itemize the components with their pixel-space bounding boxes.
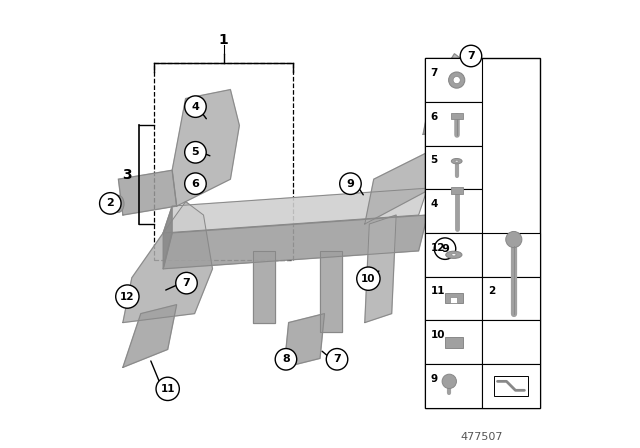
Text: 12: 12 — [431, 242, 445, 253]
Bar — [425, 58, 483, 102]
Bar — [425, 102, 483, 146]
Bar — [483, 233, 540, 277]
Text: 3: 3 — [122, 168, 132, 182]
Text: 4: 4 — [191, 102, 200, 112]
Bar — [451, 113, 463, 119]
Polygon shape — [163, 188, 428, 233]
Text: 10: 10 — [431, 330, 445, 340]
Ellipse shape — [113, 195, 124, 212]
Text: 477507: 477507 — [460, 432, 502, 442]
Polygon shape — [163, 215, 428, 269]
Circle shape — [453, 77, 460, 84]
Circle shape — [356, 267, 380, 290]
Bar — [451, 297, 458, 303]
Polygon shape — [284, 314, 324, 367]
Circle shape — [460, 45, 482, 67]
Circle shape — [442, 374, 456, 388]
Polygon shape — [163, 206, 172, 269]
Bar — [445, 337, 463, 348]
Bar — [425, 364, 483, 408]
Circle shape — [100, 193, 121, 214]
Bar — [425, 233, 483, 277]
Text: 7: 7 — [431, 68, 438, 78]
Circle shape — [185, 173, 206, 194]
Bar — [425, 58, 540, 408]
Circle shape — [506, 232, 522, 248]
Text: 11: 11 — [161, 384, 175, 394]
Polygon shape — [123, 305, 177, 367]
Circle shape — [185, 96, 206, 117]
Text: 2: 2 — [106, 198, 114, 208]
Polygon shape — [365, 215, 396, 323]
Text: 4: 4 — [431, 199, 438, 209]
Polygon shape — [118, 170, 177, 215]
Bar — [445, 293, 463, 303]
Polygon shape — [253, 251, 275, 323]
Circle shape — [435, 238, 456, 259]
Text: 12: 12 — [120, 292, 134, 302]
Bar — [425, 146, 483, 189]
Text: 9: 9 — [441, 244, 449, 254]
Ellipse shape — [451, 159, 462, 164]
Ellipse shape — [452, 254, 456, 256]
Ellipse shape — [446, 251, 462, 258]
Polygon shape — [423, 54, 490, 134]
Circle shape — [275, 349, 297, 370]
Text: 9: 9 — [346, 179, 355, 189]
Bar — [483, 320, 540, 364]
Bar — [425, 276, 483, 320]
Circle shape — [326, 349, 348, 370]
Text: 9: 9 — [431, 374, 438, 383]
Text: 1: 1 — [219, 33, 228, 47]
Bar — [483, 364, 540, 408]
Text: 7: 7 — [333, 354, 341, 364]
Polygon shape — [172, 90, 239, 206]
Polygon shape — [365, 143, 445, 224]
Ellipse shape — [455, 160, 458, 162]
Bar — [494, 376, 528, 396]
Circle shape — [340, 173, 361, 194]
Text: 7: 7 — [467, 51, 475, 61]
Text: 5: 5 — [431, 155, 438, 165]
Bar — [451, 187, 463, 194]
Circle shape — [185, 142, 206, 163]
Text: 8: 8 — [282, 354, 290, 364]
Text: 7: 7 — [182, 278, 190, 288]
Polygon shape — [123, 202, 212, 323]
Text: 6: 6 — [191, 179, 200, 189]
Bar — [425, 189, 483, 233]
Circle shape — [156, 377, 179, 401]
Text: 6: 6 — [431, 112, 438, 121]
Text: 11: 11 — [431, 286, 445, 296]
Circle shape — [449, 72, 465, 88]
Text: 10: 10 — [361, 274, 376, 284]
Circle shape — [116, 285, 139, 308]
Ellipse shape — [116, 200, 121, 207]
Text: 5: 5 — [191, 147, 199, 157]
Bar — [425, 320, 483, 364]
Bar — [483, 276, 540, 320]
Polygon shape — [320, 251, 342, 332]
Circle shape — [176, 272, 197, 294]
Text: 2: 2 — [488, 286, 495, 296]
